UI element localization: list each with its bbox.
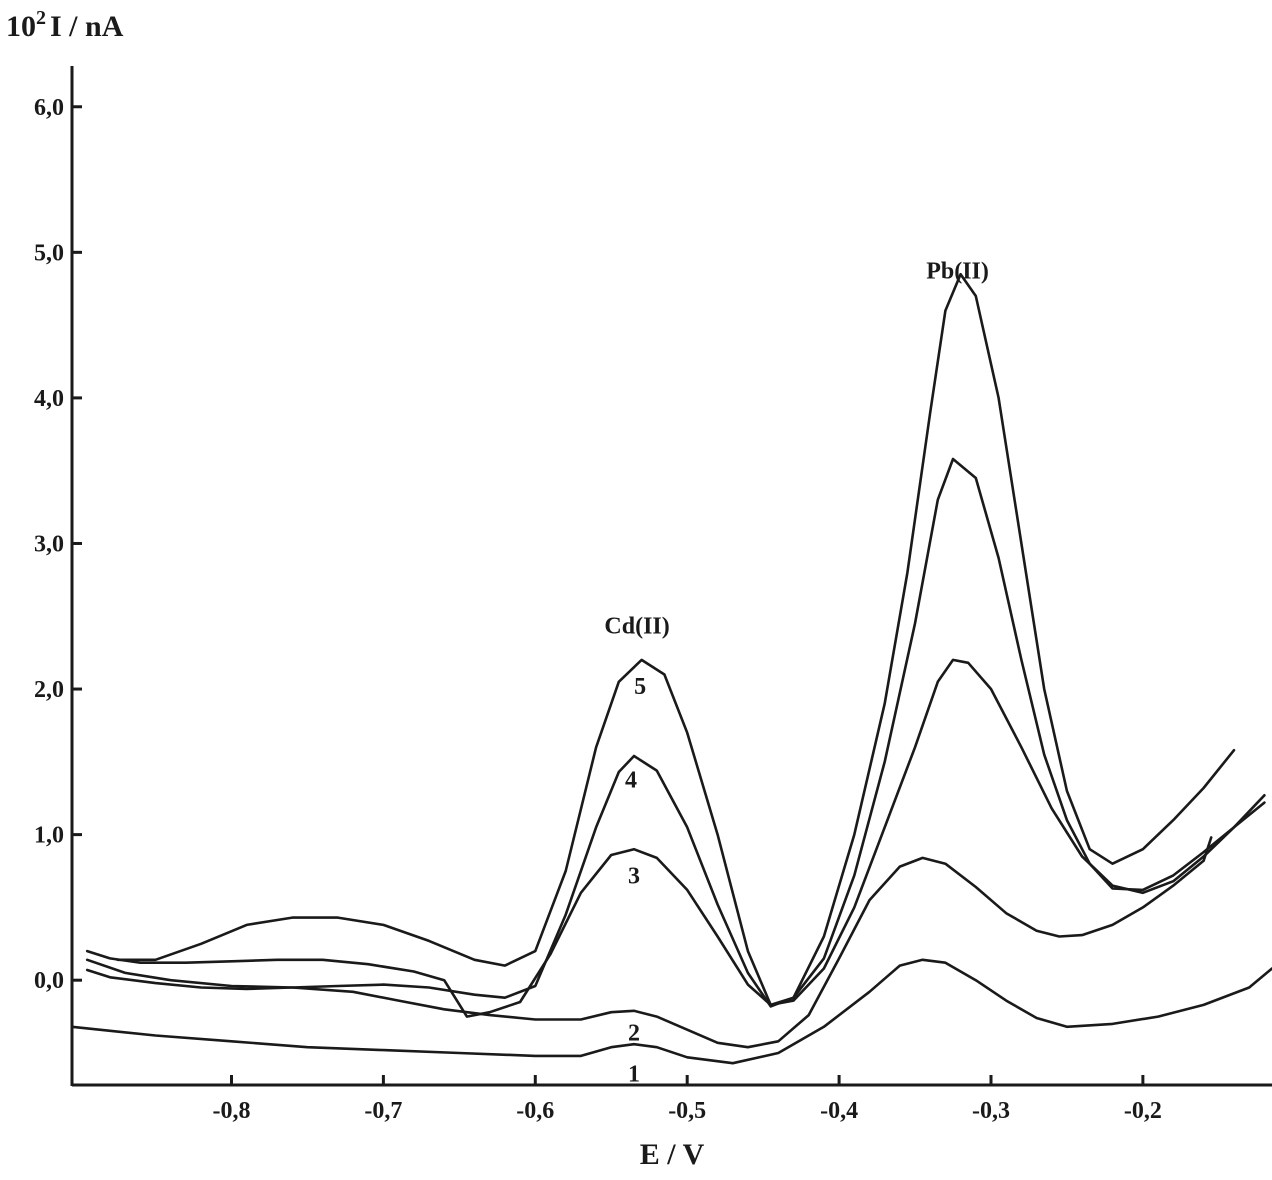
x-tick-label: -0,3 (972, 1098, 1010, 1124)
x-ticks: -0,8 -0,7 -0,6 -0,5 -0,4 -0,3 -0,2 (212, 1075, 1162, 1124)
y-axis-title-prefix: 10 (6, 10, 36, 43)
y-tick-label: 6,0 (34, 95, 64, 121)
y-tick-label: 0,0 (34, 968, 64, 994)
curve-label-2: 2 (628, 1021, 640, 1047)
x-tick-label: -0,8 (212, 1098, 250, 1124)
y-axis-title-suffix: I / nA (50, 10, 124, 43)
y-tick-label: 4,0 (34, 386, 64, 412)
curve-labels: 1 2 3 4 5 (625, 674, 646, 1087)
x-tick-label: -0,5 (668, 1098, 706, 1124)
peak-annotations: Cd(II) Pb(II) (604, 259, 989, 640)
y-tick-label: 3,0 (34, 531, 64, 557)
peak-annotation: Cd(II) (604, 614, 669, 640)
y-ticks: 0,0 1,0 2,0 3,0 4,0 5,0 6,0 (34, 95, 82, 994)
series-lines (70, 272, 1272, 1065)
y-tick-label: 1,0 (34, 823, 64, 849)
series-line-2 (85, 836, 1213, 1049)
peak-annotation: Pb(II) (926, 259, 989, 285)
x-tick-label: -0,4 (820, 1098, 858, 1124)
y-tick-label: 2,0 (34, 677, 64, 703)
y-axis-title: 102 I / nA (6, 7, 124, 43)
curve-label-1: 1 (628, 1061, 640, 1087)
series-line-1 (70, 958, 1272, 1065)
x-tick-label: -0,6 (516, 1098, 554, 1124)
curve-label-4: 4 (625, 767, 637, 793)
curve-label-3: 3 (628, 863, 640, 889)
series-line-5 (116, 272, 1236, 1007)
series-line-3 (85, 658, 1266, 1018)
y-tick-label: 5,0 (34, 240, 64, 266)
series-line-4 (85, 457, 1266, 1008)
x-tick-label: -0,7 (364, 1098, 402, 1124)
x-tick-label: -0,2 (1124, 1098, 1162, 1124)
curve-label-5: 5 (634, 674, 646, 700)
y-axis-title-exponent: 2 (36, 7, 46, 29)
x-axis-title: E / V (640, 1138, 705, 1171)
